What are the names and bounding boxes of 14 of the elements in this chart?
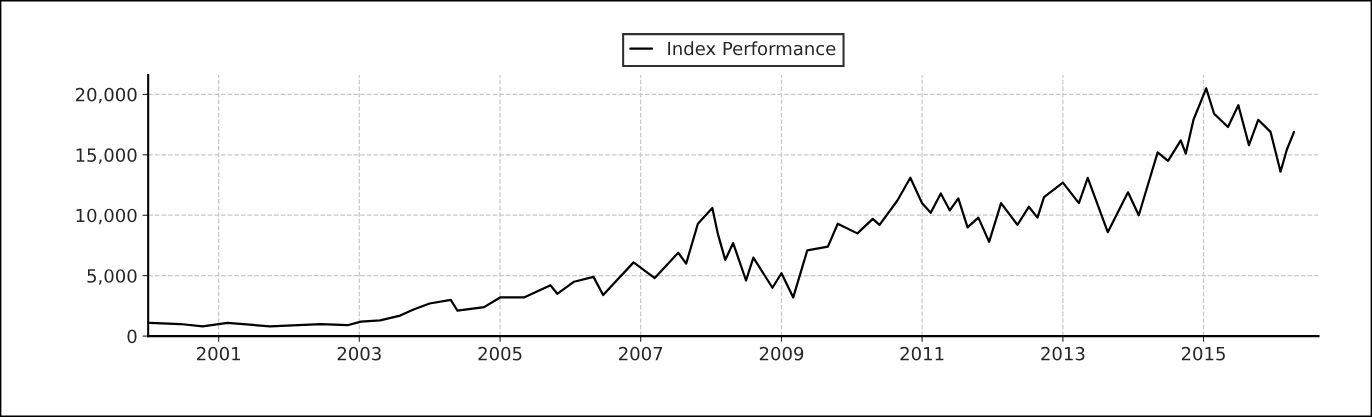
x-tick-label: 2015 bbox=[1181, 346, 1225, 361]
y-tick-label: 5,000 bbox=[87, 269, 137, 285]
x-tick-label: 2005 bbox=[478, 346, 522, 361]
x-tick-label: 2009 bbox=[759, 346, 804, 361]
y-tick-label: 15,000 bbox=[76, 148, 137, 164]
x-tick-label: 2001 bbox=[197, 346, 240, 361]
x-tick-label: 2011 bbox=[900, 346, 944, 361]
x-tick-label: 2007 bbox=[619, 346, 663, 361]
legend-label: Index Performance bbox=[668, 41, 836, 56]
y-tick-label: 0 bbox=[127, 329, 137, 344]
y-tick-label: 10,000 bbox=[76, 208, 137, 225]
x-tick-label: 2013 bbox=[1041, 346, 1085, 361]
y-tick-label: 20,000 bbox=[75, 87, 137, 104]
x-tick-label: 2003 bbox=[337, 346, 381, 361]
